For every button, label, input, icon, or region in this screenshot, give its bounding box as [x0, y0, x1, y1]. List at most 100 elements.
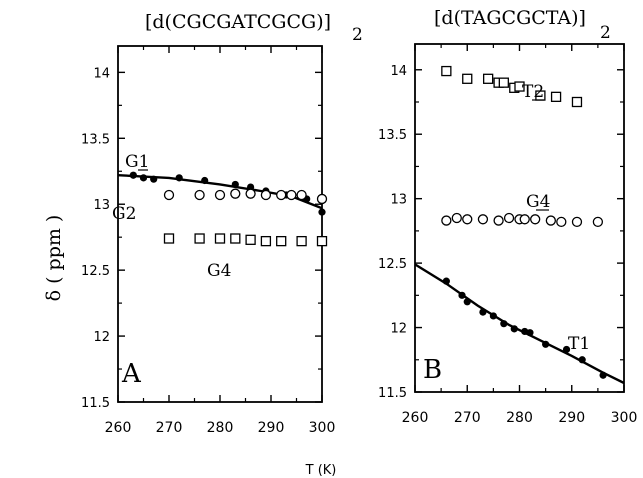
- data-point-t1: [542, 340, 550, 348]
- y-tick-label: 12.5: [81, 264, 110, 279]
- data-point-g4: [194, 233, 205, 244]
- panel-b: [d(TAGCGCTA)] 2 11.5 12 12.5 13 13.5 14 260 27…: [378, 7, 637, 426]
- data-point-t1: [599, 371, 607, 379]
- data-point-g4: [530, 214, 541, 225]
- y-tick-label: 13.5: [81, 132, 110, 147]
- data-point-t2: [550, 91, 562, 102]
- data-point-g4: [296, 235, 307, 247]
- panel-a-plot-frame: [117, 45, 323, 403]
- data-point-g1: [150, 175, 158, 183]
- data-point-g4: [462, 214, 473, 225]
- panel-a-data: [117, 171, 328, 247]
- data-point-g4: [163, 233, 175, 244]
- panel-b-title-subscript: 2: [600, 23, 611, 43]
- panel-a-title-subscript: 2: [352, 25, 363, 45]
- data-point-g4: [276, 235, 287, 247]
- y-tick-label: 13.5: [378, 128, 407, 143]
- y-tick-label: 12: [93, 330, 110, 345]
- x-tick-label: 270: [454, 410, 481, 426]
- x-tick-label: 300: [309, 420, 336, 436]
- x-tick-label: 290: [258, 420, 285, 436]
- panel-a-label: A: [121, 359, 142, 389]
- y-tick-label: 13: [93, 198, 110, 213]
- annotation-g4: G4: [207, 261, 231, 281]
- annotation-t2: T2: [522, 82, 544, 102]
- data-point-g1: [231, 180, 239, 189]
- panel-a: [d(CGCGATCGCG)] 2 δ ( ppm ) 11.5 12 12.5 13…: [43, 11, 363, 436]
- data-point-t2: [441, 65, 452, 77]
- data-point-g2: [276, 189, 287, 201]
- data-point-g4: [214, 233, 226, 244]
- y-tick-label: 13: [390, 193, 407, 208]
- data-point-t1: [578, 356, 586, 364]
- data-point-g1: [129, 171, 137, 179]
- data-point-t2: [462, 73, 473, 84]
- data-point-g2: [230, 188, 241, 199]
- data-point-t1: [500, 320, 508, 328]
- panel-b-label: B: [423, 355, 442, 385]
- data-point-g4: [503, 212, 515, 224]
- data-point-g2: [286, 189, 297, 201]
- panel-a-y-ticks: 11.5 12 12.5 13 13.5 14: [81, 66, 322, 411]
- x-tick-label: 260: [105, 420, 132, 436]
- data-point-t1: [458, 291, 466, 299]
- annotation-t1: T1: [568, 334, 590, 354]
- data-point-t1: [442, 277, 450, 285]
- data-point-t1: [463, 298, 471, 306]
- data-point-t1: [479, 308, 487, 316]
- panel-b-title: [d(TAGCGCTA)]: [434, 7, 586, 29]
- data-point-g2: [260, 189, 272, 201]
- data-point-t1: [562, 345, 571, 354]
- x-tick-label: 280: [506, 410, 533, 426]
- y-tick-label: 14: [390, 64, 407, 79]
- data-point-t2: [571, 96, 583, 108]
- data-point-g2: [316, 193, 328, 205]
- data-point-g1: [175, 174, 183, 182]
- data-point-t2: [514, 81, 525, 92]
- panel-a-x-ticks: 260 270 280 290 300: [105, 46, 336, 436]
- data-point-g4: [451, 212, 462, 224]
- data-point-t2: [482, 73, 494, 84]
- y-tick-label: 12: [390, 322, 407, 337]
- x-tick-label: 260: [402, 410, 429, 426]
- panel-b-y-ticks: 11.5 12 12.5 13 13.5 14: [378, 64, 624, 401]
- data-point-g4: [245, 234, 256, 245]
- data-point-g2: [245, 188, 256, 199]
- data-point-g4: [571, 216, 583, 228]
- data-point-t1: [510, 325, 518, 333]
- panel-a-y-axis-label: δ ( ppm ): [43, 215, 65, 302]
- x-tick-label: 270: [156, 420, 183, 436]
- x-tick-label: 280: [207, 420, 234, 436]
- annotation-g2: G2: [112, 204, 136, 224]
- data-point-g2: [194, 189, 205, 201]
- x-tick-label: 300: [611, 410, 638, 426]
- data-point-g4: [441, 215, 452, 226]
- data-point-g2: [214, 189, 226, 201]
- annotation-g1: G1: [125, 152, 149, 172]
- data-point-t1: [526, 329, 534, 337]
- x-axis-label: T (K): [305, 463, 337, 478]
- data-point-g2: [163, 189, 175, 201]
- y-tick-label: 11.5: [378, 386, 407, 401]
- data-point-g4: [545, 215, 556, 226]
- data-point-g4: [316, 235, 328, 247]
- data-point-g4: [477, 214, 489, 225]
- data-point-t2: [498, 77, 509, 88]
- annotation-g4-b: G4: [526, 192, 550, 212]
- panel-b-x-ticks: 260 270 280 290 300: [402, 44, 638, 426]
- data-point-g4: [519, 214, 530, 225]
- data-point-g1: [201, 176, 209, 185]
- data-point-g1: [318, 208, 326, 216]
- data-point-g4: [592, 216, 604, 228]
- data-point-g2: [296, 189, 307, 201]
- x-tick-label: 290: [558, 410, 585, 426]
- panel-b-data: [414, 65, 625, 385]
- data-point-g4: [260, 235, 272, 247]
- y-tick-label: 11.5: [81, 396, 110, 411]
- fit-curve: [117, 174, 323, 210]
- data-point-g1: [139, 174, 148, 182]
- panel-a-title: [d(CGCGATCGCG)]: [145, 11, 331, 33]
- data-point-t1: [489, 312, 497, 320]
- data-point-g4: [230, 233, 241, 244]
